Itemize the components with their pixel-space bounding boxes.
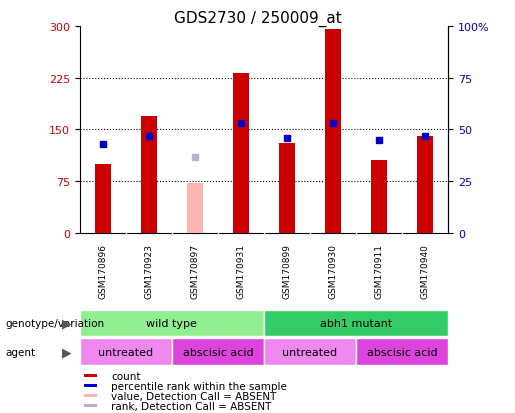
Text: ▶: ▶ bbox=[62, 346, 72, 358]
Text: count: count bbox=[111, 371, 141, 381]
Text: abscisic acid: abscisic acid bbox=[183, 347, 253, 357]
Text: value, Detection Call = ABSENT: value, Detection Call = ABSENT bbox=[111, 391, 277, 401]
Text: abh1 mutant: abh1 mutant bbox=[320, 318, 392, 328]
Text: rank, Detection Call = ABSENT: rank, Detection Call = ABSENT bbox=[111, 401, 271, 411]
Bar bbox=[83, 394, 97, 397]
Bar bbox=[233, 74, 249, 233]
Text: GSM170940: GSM170940 bbox=[421, 243, 430, 298]
Bar bbox=[172, 339, 264, 366]
Text: percentile rank within the sample: percentile rank within the sample bbox=[111, 381, 287, 391]
Text: GSM170899: GSM170899 bbox=[282, 243, 291, 298]
Text: GSM170897: GSM170897 bbox=[191, 243, 199, 298]
Text: untreated: untreated bbox=[98, 347, 153, 357]
Text: GSM170923: GSM170923 bbox=[144, 243, 153, 298]
Text: ▶: ▶ bbox=[62, 317, 72, 330]
Bar bbox=[279, 144, 295, 233]
Bar bbox=[356, 339, 448, 366]
Text: agent: agent bbox=[5, 347, 35, 357]
Bar bbox=[187, 184, 203, 233]
Bar bbox=[264, 339, 356, 366]
Text: GSM170911: GSM170911 bbox=[374, 243, 384, 298]
Text: GDS2730 / 250009_at: GDS2730 / 250009_at bbox=[174, 10, 341, 26]
Bar bbox=[95, 164, 111, 233]
Bar bbox=[141, 116, 157, 233]
Text: GSM170930: GSM170930 bbox=[329, 243, 337, 298]
Text: GSM170896: GSM170896 bbox=[98, 243, 107, 298]
Bar bbox=[325, 30, 341, 233]
Bar bbox=[83, 385, 97, 387]
Text: wild type: wild type bbox=[146, 318, 197, 328]
Text: untreated: untreated bbox=[282, 347, 337, 357]
Bar bbox=[83, 404, 97, 407]
Text: GSM170931: GSM170931 bbox=[236, 243, 246, 298]
Bar bbox=[264, 310, 448, 337]
Bar bbox=[83, 374, 97, 377]
Bar bbox=[417, 137, 433, 233]
Bar bbox=[80, 310, 264, 337]
Bar bbox=[371, 161, 387, 233]
Text: genotype/variation: genotype/variation bbox=[5, 318, 104, 328]
Bar bbox=[80, 339, 172, 366]
Text: abscisic acid: abscisic acid bbox=[367, 347, 437, 357]
